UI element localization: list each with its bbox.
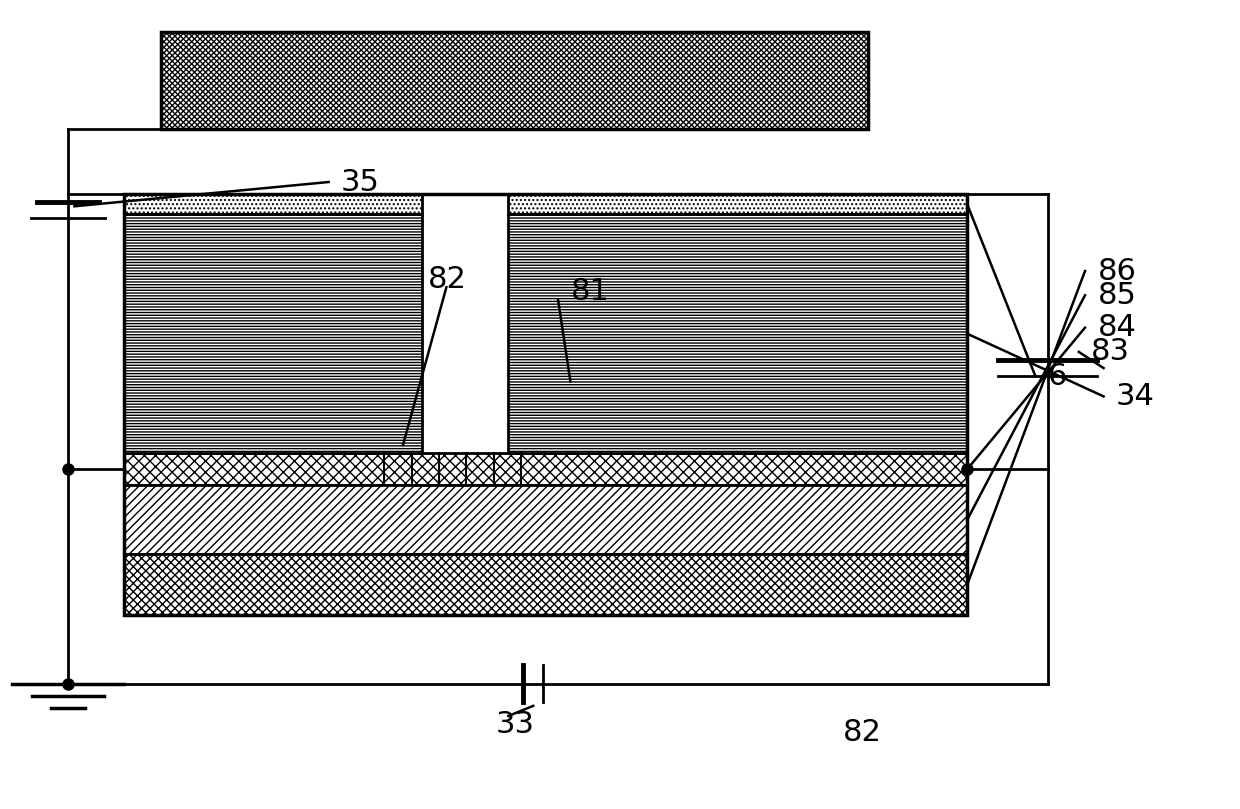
Text: 86: 86	[1097, 256, 1136, 286]
Text: 33: 33	[496, 709, 534, 739]
Text: 85: 85	[1097, 281, 1136, 310]
Bar	[508, 214, 967, 453]
Bar	[124, 194, 967, 615]
Text: 84: 84	[1097, 313, 1136, 342]
Text: 35: 35	[341, 167, 379, 197]
Text: 34: 34	[1116, 382, 1154, 411]
Bar	[124, 554, 967, 615]
Text: 83: 83	[1091, 337, 1130, 366]
Bar	[124, 453, 967, 485]
Bar	[161, 32, 868, 129]
Text: 82: 82	[428, 265, 466, 294]
Text: 82: 82	[843, 718, 882, 747]
Bar	[124, 214, 422, 453]
Text: 81: 81	[570, 277, 609, 306]
Bar	[124, 485, 967, 554]
Text: 6: 6	[1048, 362, 1068, 391]
Bar	[124, 194, 422, 214]
Bar	[508, 194, 967, 214]
Bar	[161, 32, 868, 129]
